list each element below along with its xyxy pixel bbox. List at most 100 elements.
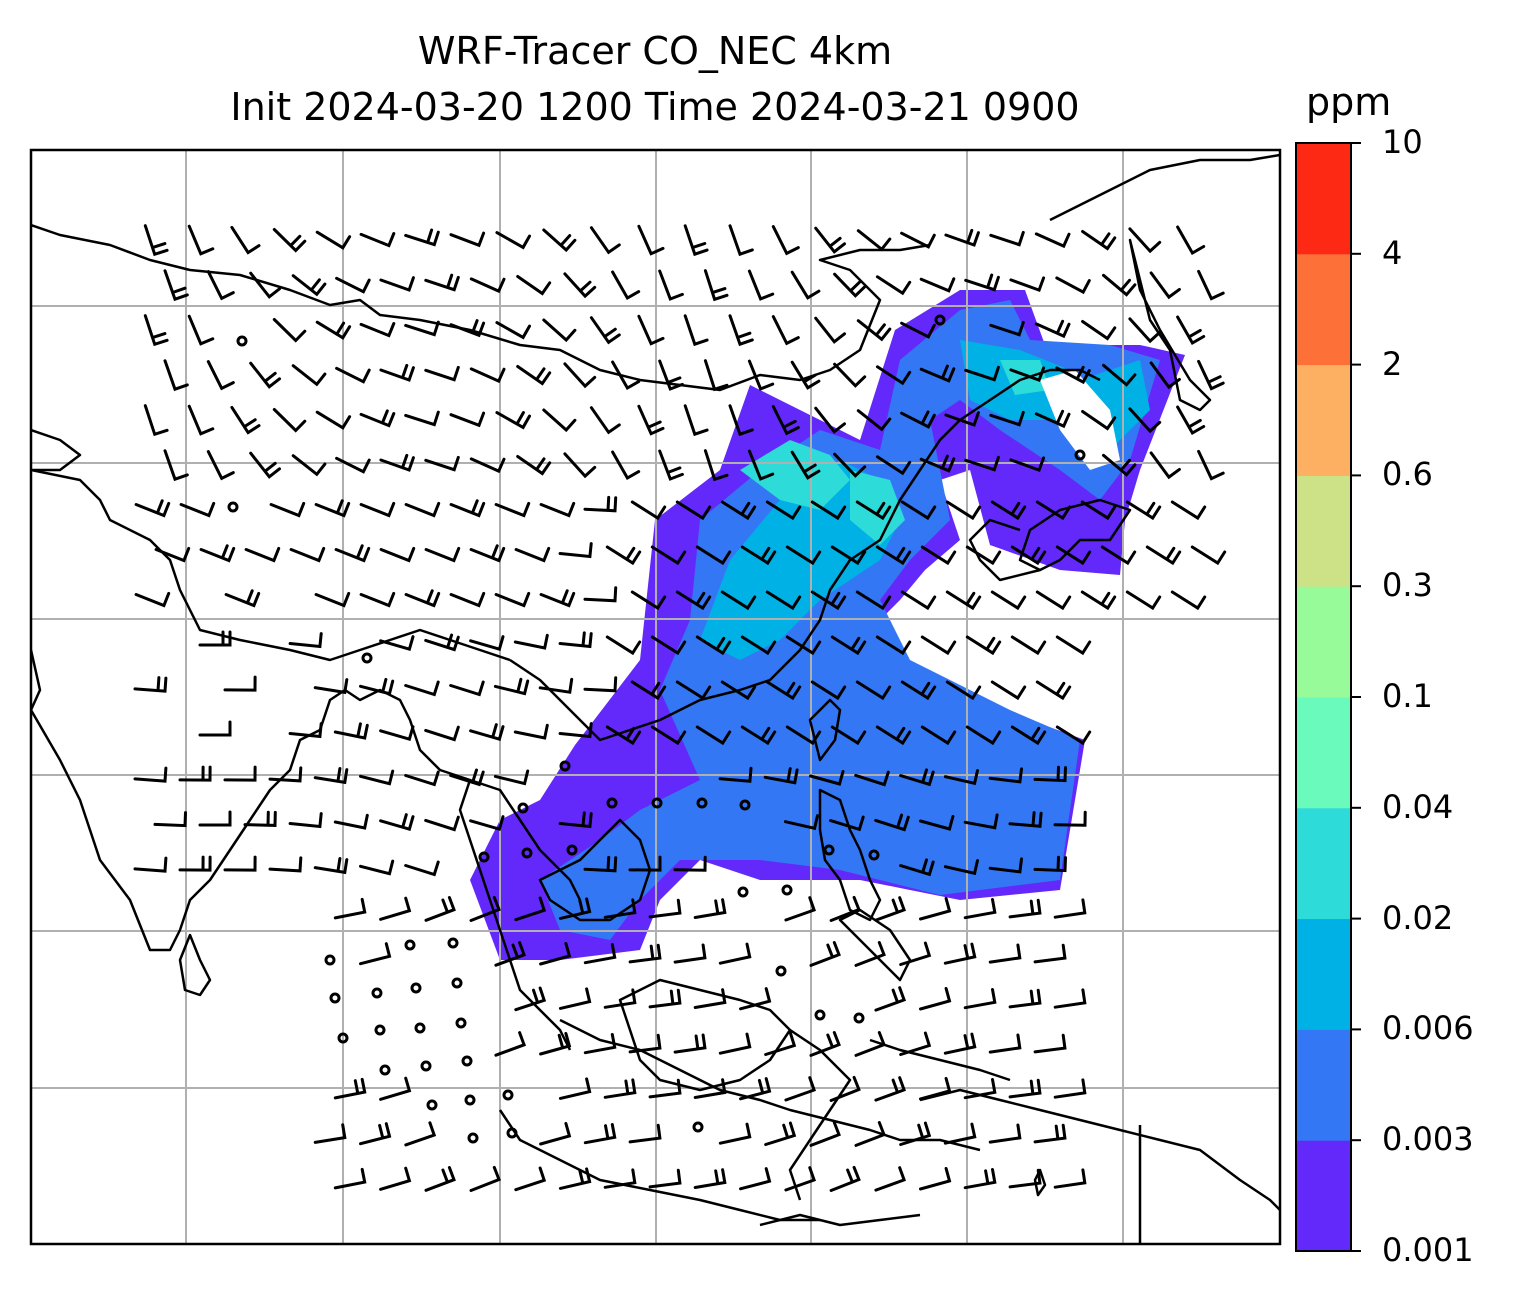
wind-barb bbox=[1102, 273, 1137, 297]
wind-barb bbox=[335, 276, 371, 294]
wind-barb bbox=[379, 363, 415, 382]
wind-barb bbox=[899, 1031, 932, 1056]
wind-barb bbox=[1034, 232, 1071, 249]
wind-barb bbox=[424, 896, 456, 922]
calm-wind-circle bbox=[464, 1094, 476, 1106]
wind-barb bbox=[899, 1121, 932, 1146]
wind-barbs bbox=[133, 224, 1227, 1192]
wind-barb bbox=[1197, 449, 1225, 481]
wind-barb bbox=[268, 856, 303, 873]
wind-barb bbox=[854, 941, 886, 967]
wind-barb bbox=[605, 545, 642, 566]
wind-barb bbox=[379, 546, 416, 563]
colorbar-unit: ppm bbox=[1306, 80, 1392, 124]
calm-wind-circle bbox=[451, 977, 463, 989]
wind-barb bbox=[703, 269, 729, 302]
wind-barb bbox=[771, 225, 800, 256]
wind-barb bbox=[1102, 453, 1137, 477]
wind-barb bbox=[583, 1033, 617, 1055]
calm-wind-circle bbox=[606, 797, 618, 809]
wind-barb bbox=[720, 680, 757, 701]
wind-barb bbox=[449, 768, 485, 787]
wind-barb bbox=[469, 457, 506, 474]
wind-barb bbox=[563, 362, 597, 389]
wind-barb bbox=[630, 500, 667, 521]
wind-barb bbox=[542, 318, 577, 343]
wind-barb bbox=[765, 500, 802, 521]
wind-barb bbox=[359, 501, 396, 518]
wind-barb bbox=[720, 500, 757, 521]
wind-barb bbox=[589, 316, 621, 345]
wind-barb bbox=[943, 859, 979, 876]
wind-barb bbox=[1128, 227, 1162, 254]
wind-barb bbox=[784, 1076, 817, 1102]
wind-barb bbox=[134, 499, 171, 518]
wind-barb bbox=[379, 725, 415, 742]
wind-barb bbox=[514, 896, 547, 922]
wind-barb bbox=[1125, 500, 1162, 521]
calm-wind-circle bbox=[1074, 449, 1086, 461]
wind-barb bbox=[637, 224, 665, 256]
wind-barb bbox=[854, 770, 890, 787]
wind-barb bbox=[269, 501, 306, 518]
wind-barb bbox=[740, 725, 777, 746]
wind-barb bbox=[830, 635, 867, 656]
wind-barb bbox=[404, 320, 440, 337]
wind-barb bbox=[516, 365, 552, 386]
wind-barb bbox=[964, 365, 1000, 382]
wind-barb bbox=[628, 1123, 662, 1144]
wind-barb bbox=[514, 1166, 547, 1192]
wind-barb bbox=[404, 501, 441, 518]
wind-barb bbox=[359, 1122, 392, 1146]
wind-barb bbox=[333, 1167, 367, 1190]
wind-barb bbox=[1035, 590, 1072, 611]
wind-barb bbox=[359, 769, 395, 786]
colorbar-segment bbox=[1296, 586, 1351, 698]
tracer-plume bbox=[470, 290, 1185, 960]
calm-wind-circle bbox=[775, 965, 787, 977]
wind-barb bbox=[899, 941, 932, 966]
wind-barb bbox=[583, 855, 618, 873]
wind-barb bbox=[288, 722, 323, 739]
wind-barb bbox=[771, 315, 800, 346]
wind-barb bbox=[1055, 276, 1091, 295]
wind-barb bbox=[963, 1078, 997, 1100]
wind-barb bbox=[943, 1122, 977, 1145]
wind-barb bbox=[583, 943, 617, 965]
wind-barb bbox=[1197, 359, 1225, 391]
wind-barb bbox=[673, 1033, 707, 1054]
wind-barb bbox=[187, 224, 215, 256]
wind-barb bbox=[1033, 1033, 1067, 1054]
wind-barb bbox=[875, 635, 912, 656]
wind-barb bbox=[830, 545, 867, 566]
wind-barb bbox=[988, 767, 1023, 784]
wind-barb bbox=[583, 676, 618, 693]
wind-barb bbox=[314, 591, 351, 608]
wind-barb bbox=[1010, 635, 1047, 656]
calm-wind-circle bbox=[559, 760, 571, 772]
wind-barb bbox=[739, 1167, 772, 1191]
wind-barb bbox=[1170, 590, 1207, 611]
wind-barb bbox=[424, 633, 460, 652]
wind-barb bbox=[199, 544, 236, 563]
wind-barb bbox=[539, 1122, 572, 1146]
wind-barb bbox=[693, 1078, 727, 1099]
wind-barb bbox=[558, 897, 592, 920]
wind-barb bbox=[404, 410, 440, 427]
wind-barb bbox=[516, 275, 552, 296]
wind-barb bbox=[900, 500, 937, 521]
wind-barb bbox=[637, 404, 665, 436]
wind-barb bbox=[739, 1077, 772, 1101]
wind-barb bbox=[964, 455, 1000, 472]
wind-barb bbox=[1009, 366, 1046, 383]
wind-barb bbox=[990, 590, 1027, 611]
wind-barb bbox=[648, 898, 682, 919]
wind-barb bbox=[673, 943, 707, 964]
wind-barb bbox=[243, 810, 277, 827]
wind-barb bbox=[683, 404, 709, 437]
calm-wind-circle bbox=[374, 1024, 386, 1036]
calm-wind-circle bbox=[461, 1055, 473, 1067]
calm-wind-circle bbox=[566, 844, 578, 856]
wind-barb bbox=[404, 589, 441, 608]
wind-barb bbox=[605, 635, 642, 656]
